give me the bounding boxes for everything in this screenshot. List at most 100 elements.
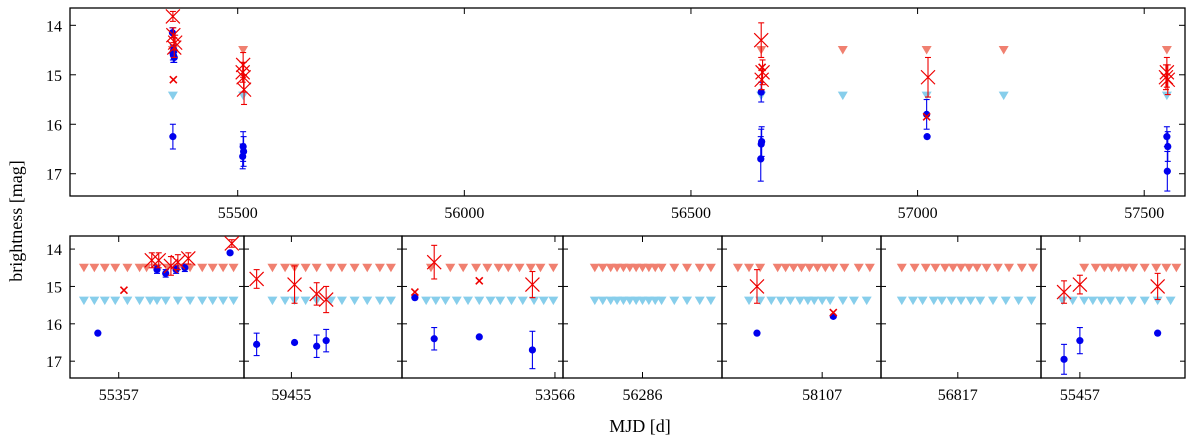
sub-upper-limit-blue — [145, 296, 156, 306]
sub-upper-limit-blue — [207, 296, 218, 306]
sub-x-point — [224, 236, 240, 251]
sub-x-point — [249, 271, 265, 287]
sub-panel-frame — [1040, 235, 1186, 379]
sub-dot-point — [313, 342, 321, 350]
sub-upper-limit-blue — [1000, 296, 1011, 306]
main-y-tick-label: 15 — [46, 68, 62, 85]
sub-x-point — [144, 252, 160, 268]
sub-upper-limit-blue — [975, 296, 986, 306]
main-x-point — [1159, 64, 1175, 80]
sub-upper-limit-red — [804, 263, 815, 273]
sub-upper-limit-blue — [965, 296, 976, 306]
sub-x-point — [318, 292, 334, 307]
sub-dot-point — [1154, 329, 1162, 337]
sub-upper-limit-blue — [300, 296, 311, 306]
sub-upper-limit-blue — [896, 296, 907, 306]
sub-upper-limit-blue — [936, 296, 947, 306]
sub-upper-limit-blue — [785, 296, 796, 306]
sub-upper-limit-blue — [517, 296, 528, 306]
sub-upper-limit-red — [981, 263, 992, 273]
main-frame — [69, 7, 1186, 197]
main-upper-limit-red — [1161, 46, 1172, 55]
sub-upper-limit-blue — [802, 296, 813, 306]
sub-y-tick-label: 17 — [46, 354, 62, 371]
sub-upper-limit-blue — [336, 296, 347, 306]
sub-x-point — [426, 254, 442, 270]
sub-x-point — [1056, 284, 1072, 300]
sub-upper-limit-blue — [78, 296, 89, 306]
sub-upper-limit-blue — [624, 296, 635, 306]
sub-upper-limit-red — [992, 263, 1003, 273]
main-panel: 55500 56000 56500 57000 57500 14 15 16 17 — [46, 7, 1186, 222]
sub-upper-limit-red — [110, 263, 121, 273]
sub-upper-limit-blue — [605, 296, 616, 306]
sub-upper-limit-red — [78, 263, 89, 273]
sub-upper-limit-red — [1090, 263, 1101, 273]
sub-panel-frame — [562, 235, 723, 379]
sub-upper-limit-red — [141, 263, 152, 273]
sub-upper-limit-red — [425, 263, 436, 273]
sub-upper-limit-red — [839, 263, 850, 273]
sub-upper-limit-red — [1139, 263, 1150, 273]
sub-upper-limit-red — [1120, 263, 1131, 273]
sub-upper-limit-blue — [374, 296, 385, 306]
sub-dot-point — [1076, 337, 1084, 345]
sub-upper-limit-blue — [1096, 296, 1107, 306]
sub-upper-limit-red — [493, 263, 504, 273]
sub-upper-limit-blue — [99, 296, 110, 306]
sub-upper-limit-red — [705, 263, 716, 273]
main-x-point — [167, 35, 183, 51]
sub-upper-limit-red — [864, 263, 875, 273]
sub-upper-limit-red — [631, 263, 642, 273]
sub-upper-limit-blue — [529, 296, 540, 306]
sub-upper-limit-blue — [122, 296, 133, 306]
sub-upper-limit-red — [1171, 263, 1182, 273]
sub-upper-limit-red — [853, 263, 864, 273]
sub-upper-limit-blue — [362, 296, 373, 306]
sub-upper-limit-red — [780, 263, 791, 273]
sub-x-point — [1072, 277, 1088, 293]
sub-upper-limit-red — [1113, 263, 1124, 273]
sub-x-point — [475, 276, 484, 285]
sub-upper-limit-red — [280, 263, 291, 273]
sub-upper-limit-red — [1151, 263, 1162, 273]
sub-upper-limit-red — [300, 263, 311, 273]
sub-upper-limit-blue — [451, 296, 462, 306]
main-dot-point — [1163, 133, 1171, 141]
sub-upper-limit-red — [525, 263, 536, 273]
sub-dot-point — [181, 264, 189, 272]
x-axis-title: MJD [d] — [609, 416, 671, 436]
main-x-point — [754, 72, 770, 88]
sub-upper-limit-red — [325, 263, 336, 273]
sub-dot-point — [226, 249, 234, 257]
sub-upper-limit-blue — [1079, 296, 1090, 306]
sub-upper-limit-blue — [1026, 296, 1037, 306]
sub-upper-limit-red — [471, 263, 482, 273]
sub-upper-limit-red — [956, 263, 966, 273]
sub-upper-limit-blue — [682, 296, 693, 306]
sub-upper-limit-blue — [89, 296, 100, 306]
sub-upper-limit-blue — [946, 296, 957, 306]
sub-upper-limit-red — [788, 263, 799, 273]
main-x-tick-label: 57500 — [1124, 205, 1164, 222]
main-upper-limit-blue — [998, 91, 1009, 101]
sub-upper-limit-blue — [861, 296, 872, 306]
sub-x-tick-label: 53566 — [535, 387, 575, 404]
sub-x-tick-label: 58107 — [802, 387, 842, 404]
sub-upper-limit-blue — [908, 296, 918, 306]
main-x-point — [922, 112, 931, 121]
sub-x-point — [163, 258, 179, 274]
main-upper-limit-red — [998, 46, 1009, 55]
sub-upper-limit-red — [349, 263, 360, 273]
sub-upper-limit-red — [694, 263, 705, 273]
sub-dot-point — [753, 329, 761, 337]
main-y-tick-label: 14 — [46, 18, 62, 35]
sub-upper-limit-blue — [589, 296, 600, 306]
main-dot-point — [239, 152, 247, 161]
sub-upper-limit-blue — [325, 296, 336, 306]
main-x-point — [1158, 69, 1174, 85]
sub-upper-limit-blue — [1152, 296, 1163, 306]
sub-upper-limit-blue — [506, 296, 517, 306]
sub-y-tick-label: 16 — [46, 317, 62, 334]
sub-upper-limit-red — [503, 263, 514, 273]
